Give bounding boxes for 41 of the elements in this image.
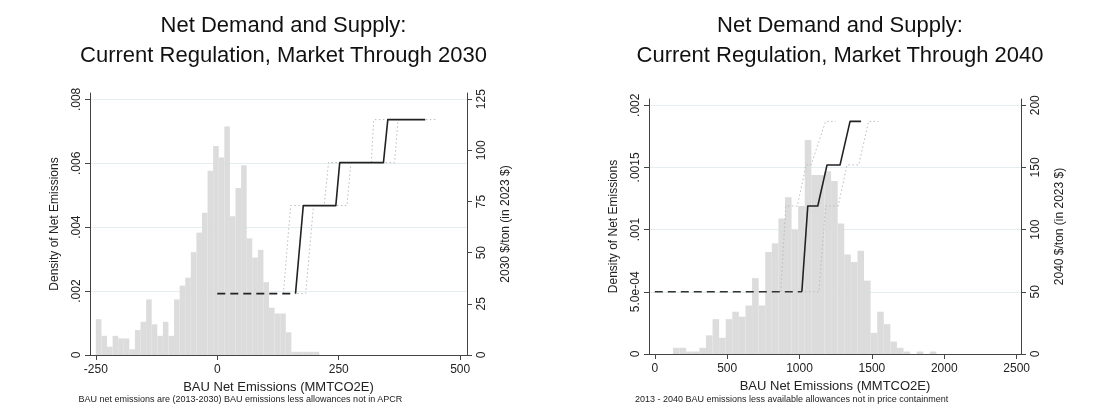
y-tick-label: .002: [628, 93, 642, 117]
y2-tick-label: 200: [1028, 94, 1042, 116]
chart-title: Net Demand and Supply: Current Regulation, Market Through 2040: [636, 11, 1044, 67]
y2-tick-label: 150: [1028, 157, 1042, 178]
y-axis-title: Density of Net Emissions: [606, 159, 620, 294]
x-tick-label: 500: [450, 362, 471, 376]
y-tick-label: 0: [69, 351, 83, 359]
y2-tick-label: 100: [1028, 219, 1042, 240]
y-tick-label: 0: [628, 350, 642, 358]
y-tick-label: .006: [69, 151, 83, 175]
x-tick-label: 0: [213, 362, 221, 376]
x-axis-title: BAU Net Emissions (MMTCO2E): [739, 377, 931, 393]
y-tick-label: 5.0e-04: [628, 271, 642, 313]
y2-tick-label: 25: [474, 296, 488, 311]
x-tick-label: 1500: [858, 361, 886, 375]
y-tick-label: .004: [69, 215, 83, 239]
y-tick-label: .002: [69, 279, 83, 303]
y2-tick-label: 0: [1028, 350, 1042, 358]
x-tick-label: 250: [328, 362, 350, 376]
y2-tick-label: 50: [1028, 284, 1042, 299]
y-tick-label: .008: [69, 87, 83, 112]
y2-axis-title: 2040 $/ton (in 2023 $): [1052, 167, 1066, 286]
x-tick-label: 0: [651, 361, 659, 375]
x-tick-label: 2500: [1003, 361, 1031, 375]
x-tick-label: -250: [83, 362, 109, 376]
y2-tick-label: 0: [474, 351, 488, 359]
text: 2013 - 2040 BAU emissions less available allowances not in price containment: [635, 393, 949, 404]
y-axis-title: Density of Net Emissions: [47, 157, 61, 291]
x-tick-label: 1000: [786, 361, 814, 375]
chart-title: Net Demand and Supply: Current Regulation, Market Through 2030: [80, 11, 487, 67]
y2-tick-label: 125: [474, 88, 488, 110]
y-tick-label: .001: [628, 217, 642, 242]
y2-tick-label: 75: [474, 194, 488, 209]
x-tick-label: 2000: [930, 361, 958, 375]
y2-axis-title: 2030 $/ton (in 2023 $): [498, 165, 512, 283]
text: BAU net emissions are (2013-2030) BAU emissions less allowances not in APCR: [78, 393, 403, 404]
y2-tick-label: 50: [474, 245, 488, 260]
x-tick-label: 500: [717, 361, 738, 375]
y2-tick-label: 100: [474, 139, 488, 161]
y-tick-label: .0015: [628, 152, 642, 183]
x-axis-title: BAU Net Emissions (MMTCO2E): [183, 378, 374, 394]
